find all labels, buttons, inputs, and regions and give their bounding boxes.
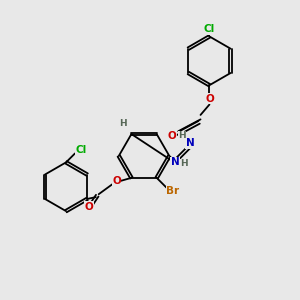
Text: O: O [85,202,94,212]
Text: N: N [171,158,180,167]
Text: Br: Br [167,186,180,196]
Text: O: O [112,176,121,186]
Text: N: N [186,138,194,148]
Text: O: O [167,131,176,141]
Text: Cl: Cl [204,24,215,34]
Text: Cl: Cl [75,145,86,155]
Text: H: H [119,119,127,128]
Text: H: H [178,131,186,140]
Text: O: O [205,94,214,103]
Text: H: H [180,160,188,169]
